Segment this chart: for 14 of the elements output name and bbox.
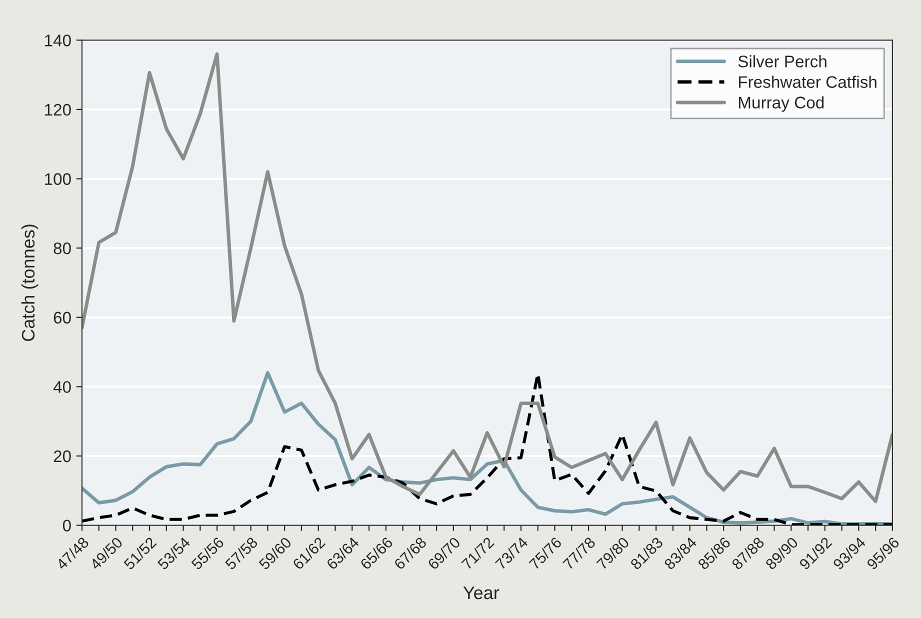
line-series <box>82 52 892 504</box>
x-axis-title: Year <box>463 586 500 600</box>
y-tick-label: 120 <box>45 104 71 116</box>
legend-label: Freshwater Catfish <box>738 76 876 88</box>
y-tick-label: 140 <box>45 34 71 46</box>
y-tick-label: 100 <box>45 173 71 185</box>
legend-label: Murray Cod <box>738 96 824 112</box>
y-tick-label: 40 <box>53 381 71 393</box>
y-tick-label: 0 <box>62 520 71 532</box>
y-tick-label: 20 <box>54 450 71 462</box>
y-axis-title: Catch (tonnes) <box>21 224 38 342</box>
legend-label: Silver Perch <box>738 55 826 68</box>
y-tick-label: 80 <box>54 242 71 254</box>
y-tick-label: 60 <box>54 312 71 324</box>
